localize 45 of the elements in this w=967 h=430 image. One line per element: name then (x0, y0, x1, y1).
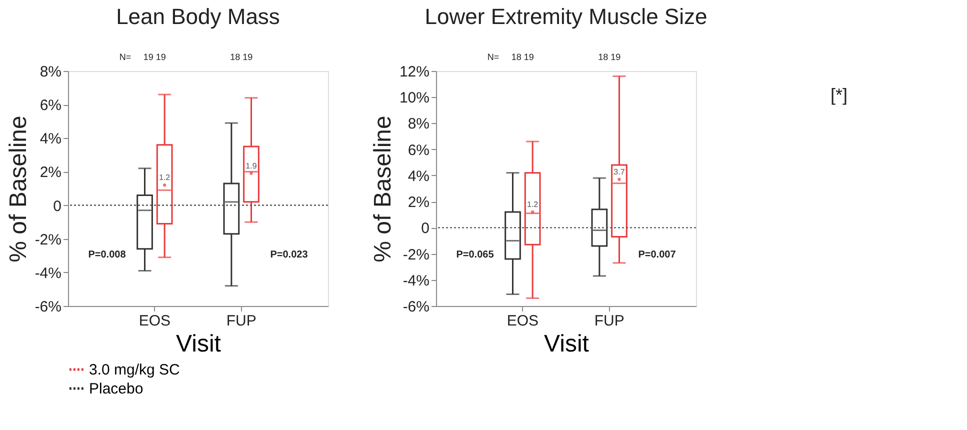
y-tick-label: -4% (402, 272, 430, 290)
y-tick-label: 0 (53, 198, 62, 215)
annotation: 1.2 (159, 173, 171, 182)
y-tick-label: 2% (408, 194, 430, 212)
annotation: P=0.023 (270, 249, 308, 260)
text: 18 19 (230, 52, 253, 62)
annotation: 1.9 (246, 161, 258, 170)
x-tick-label: EOS (506, 312, 539, 330)
y-tick-label: 2% (40, 164, 62, 182)
y-tick-label: -4% (34, 264, 62, 282)
x-tick-label: FUP (226, 312, 256, 330)
annotation: 3.7 (614, 167, 626, 176)
x-axis-title: Visit (544, 330, 590, 358)
legend-label: 3.0 mg/kg SC (89, 362, 180, 378)
y-tick-label: 8% (40, 64, 62, 80)
annotation: P=0.065 (456, 249, 494, 260)
annotation: 1.2 (527, 200, 539, 209)
y-axis-title: % of Baseline (369, 116, 396, 262)
y-tick-label: 12% (399, 64, 430, 80)
legend-label: Placebo (89, 380, 144, 398)
y-tick-label: 4% (408, 168, 430, 185)
y-tick-label: -6% (34, 298, 62, 316)
y-tick-label: 6% (40, 97, 62, 114)
text: 18 19 (598, 52, 621, 62)
y-tick-label: 8% (408, 116, 430, 133)
text: N= (487, 52, 500, 62)
y-tick-label: 6% (408, 142, 430, 159)
x-tick-label: FUP (594, 312, 624, 330)
text: 19 19 (143, 52, 166, 62)
text: N= (119, 52, 132, 62)
chart-title: Lower Extremity Muscle Size (424, 4, 708, 29)
y-tick-label: -2% (34, 231, 62, 248)
y-tick-label: 10% (399, 90, 430, 107)
y-tick-label: 4% (40, 130, 62, 148)
x-tick-label: EOS (138, 312, 171, 330)
annotation: P=0.008 (88, 249, 126, 260)
y-axis-title: % of Baseline (4, 116, 32, 262)
text: 18 19 (511, 52, 534, 62)
y-tick-label: -6% (402, 298, 430, 316)
text: [*] (830, 85, 848, 105)
x-axis-title: Visit (176, 330, 222, 358)
y-tick-label: 0 (421, 220, 430, 238)
y-tick-label: -2% (402, 246, 430, 264)
annotation: P=0.007 (638, 249, 676, 260)
chart-title: Lean Body Mass (116, 4, 280, 29)
